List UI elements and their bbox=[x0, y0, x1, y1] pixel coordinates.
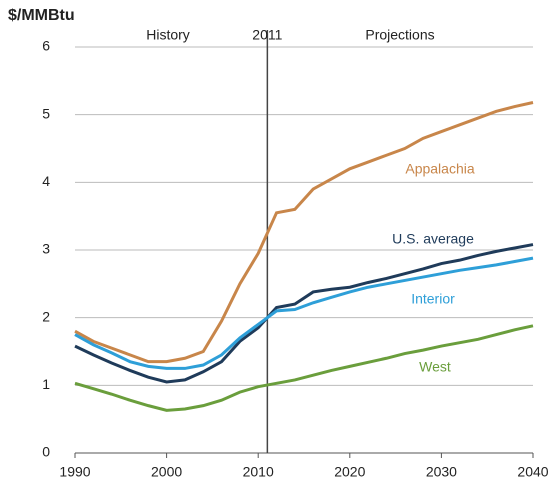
series-line bbox=[74, 256, 534, 370]
x-tick-label: 2040 bbox=[517, 464, 548, 480]
x-tick-label: 2030 bbox=[426, 464, 457, 480]
series-line bbox=[74, 243, 534, 384]
y-tick-label: 3 bbox=[42, 241, 50, 257]
x-tick-label: 1990 bbox=[59, 464, 90, 480]
y-tick-label: 0 bbox=[42, 444, 50, 460]
series-label: Appalachia bbox=[405, 161, 474, 177]
x-tick-label: 2000 bbox=[151, 464, 182, 480]
divider-label: 2011 bbox=[252, 27, 282, 43]
series-label: Interior bbox=[411, 291, 455, 307]
series-line bbox=[74, 101, 534, 364]
x-tick-label: 2010 bbox=[243, 464, 274, 480]
series-label: West bbox=[419, 359, 451, 375]
y-tick-label: 1 bbox=[42, 376, 50, 392]
period-label: History bbox=[146, 27, 190, 43]
y-tick-label: 6 bbox=[42, 38, 50, 54]
x-tick-label: 2020 bbox=[334, 464, 365, 480]
y-tick-label: 5 bbox=[42, 105, 50, 121]
y-unit: $/MMBtu bbox=[8, 7, 75, 24]
y-tick-label: 4 bbox=[42, 173, 50, 189]
period-label: Projections bbox=[365, 27, 434, 43]
y-tick-label: 2 bbox=[42, 308, 50, 324]
series-line bbox=[74, 324, 534, 412]
series-label: U.S. average bbox=[392, 231, 474, 247]
